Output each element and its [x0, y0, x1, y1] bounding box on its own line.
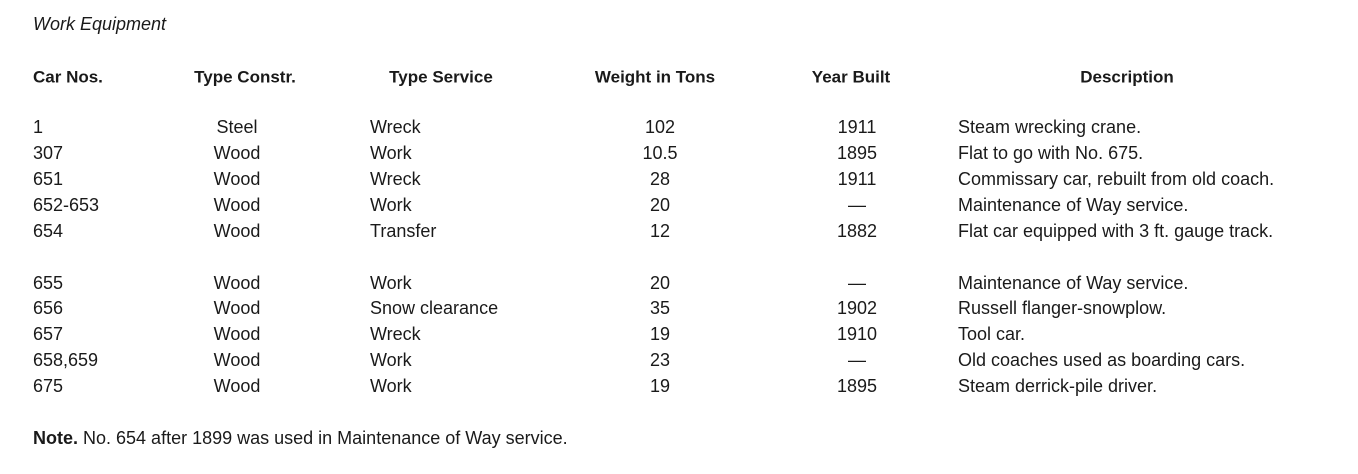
cell: — — [848, 350, 866, 371]
cell: Work — [370, 272, 412, 293]
column-header: Weight in Tons — [594, 67, 716, 87]
cell: 19 — [649, 376, 671, 397]
cell: 35 — [649, 298, 671, 319]
cell: Wood — [213, 376, 261, 397]
cell: Steel — [216, 117, 258, 137]
cell: Wood — [213, 324, 261, 345]
cell: Wood — [213, 168, 261, 189]
column-header: Type Constr. — [194, 67, 296, 87]
column-header: Car Nos. — [33, 67, 103, 87]
cell: Old coaches used as boarding cars. — [958, 350, 1246, 371]
cell: 23 — [649, 350, 671, 371]
cell: 658,659 — [33, 350, 99, 371]
cell: 1910 — [836, 324, 878, 345]
cell: 20 — [649, 194, 671, 215]
cell: 652-653 — [33, 194, 100, 215]
cell: 12 — [649, 220, 671, 241]
column-header: Type Service — [389, 67, 493, 87]
cell: Maintenance of Way service. — [958, 194, 1189, 215]
cell: Wood — [213, 350, 261, 371]
cell: Wood — [213, 194, 261, 215]
cell: 657 — [33, 324, 64, 345]
cell: Steam derrick-pile driver. — [958, 376, 1158, 397]
cell: Wood — [213, 220, 261, 241]
cell: Transfer — [370, 220, 437, 241]
cell: 10.5 — [642, 142, 678, 163]
column-header: Description — [1080, 67, 1174, 87]
cell: 654 — [33, 220, 64, 241]
cell: — — [848, 272, 866, 293]
cell: Wood — [213, 272, 261, 293]
cell: Wood — [213, 142, 261, 163]
cell: 1902 — [836, 298, 878, 319]
cell: 1911 — [837, 168, 877, 189]
title: Work Equipment — [33, 14, 167, 34]
column-header: Year Built — [811, 67, 891, 87]
cell: 1895 — [836, 376, 878, 397]
cell: Russell flanger-snowplow. — [958, 298, 1167, 319]
cell: 307 — [33, 142, 64, 163]
cell: 1882 — [836, 220, 878, 241]
cell: Wreck — [370, 117, 421, 137]
cell: Work — [370, 350, 412, 371]
cell: 1911 — [837, 117, 877, 137]
cell: 28 — [649, 168, 671, 189]
cell: 1 — [33, 117, 44, 137]
note-label: Note. — [33, 428, 78, 448]
cell: Tool car. — [958, 324, 1026, 345]
cell: 1895 — [836, 142, 878, 163]
cell: Commissary car, rebuilt from old coach. — [958, 168, 1275, 189]
cell: Snow clearance — [370, 298, 499, 319]
cell: 19 — [649, 324, 671, 345]
cell: Wreck — [370, 168, 421, 189]
note-text: No. 654 after 1899 was used in Maintenan… — [83, 428, 568, 448]
cell: 656 — [33, 298, 64, 319]
cell: 655 — [33, 272, 64, 293]
cell: 651 — [33, 168, 64, 189]
cell: 20 — [649, 272, 671, 293]
cell: 675 — [33, 376, 64, 397]
cell: Work — [370, 194, 412, 215]
cell: Steam wrecking crane. — [958, 117, 1142, 137]
cell: 102 — [644, 117, 676, 137]
cell: Flat car equipped with 3 ft. gauge track… — [958, 220, 1274, 241]
cell: Flat to go with No. 675. — [958, 142, 1144, 163]
cell: Work — [370, 376, 412, 397]
note: Note. No. 654 after 1899 was used in Mai… — [33, 429, 568, 447]
cell: Wood — [213, 298, 261, 319]
cell: Maintenance of Way service. — [958, 272, 1189, 293]
cell: — — [848, 194, 866, 215]
cell: Work — [370, 142, 412, 163]
cell: Wreck — [370, 324, 421, 345]
